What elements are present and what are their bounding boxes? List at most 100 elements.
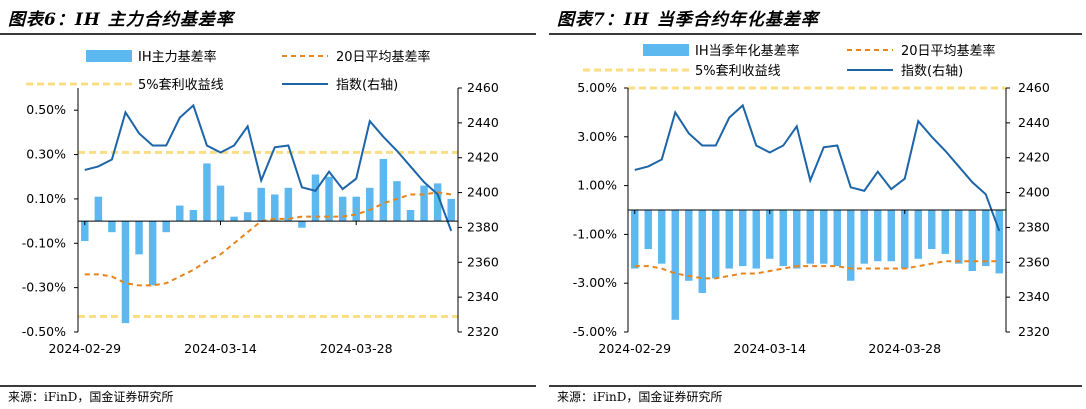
bar bbox=[189, 210, 198, 222]
bar bbox=[135, 221, 143, 255]
chart-panel-right: 图表7：IH 当季合约年化基差率 IH当季年化基差率 20日平均基差率 5%套利收益… bbox=[549, 0, 1086, 409]
bar bbox=[779, 210, 787, 267]
bar bbox=[631, 210, 639, 269]
legend-label-bar: IH主力基差率 bbox=[138, 49, 217, 65]
bar bbox=[671, 210, 679, 320]
bar bbox=[766, 210, 774, 259]
y-tick-label-right: 2400 bbox=[1018, 185, 1050, 200]
bar bbox=[820, 210, 828, 264]
bar bbox=[298, 221, 306, 228]
legend-label-index: 指数(右轴) bbox=[901, 64, 963, 79]
bar bbox=[752, 210, 760, 269]
legend-bar-swatch bbox=[86, 50, 132, 62]
bar bbox=[860, 210, 868, 264]
footer-rule bbox=[0, 385, 536, 387]
y-tick-label-right: 2380 bbox=[467, 219, 499, 234]
x-tick-label: 2024-03-28 bbox=[868, 341, 941, 356]
footer-rule bbox=[549, 385, 1082, 387]
chart-panel-left: 图表6：IH 主力合约基差率 IH主力基差率 20日平均基差率 5%套利收益线 指数(… bbox=[0, 0, 540, 409]
bar bbox=[284, 187, 293, 222]
bar bbox=[941, 210, 949, 254]
y-tick-label-right: 2460 bbox=[467, 80, 499, 95]
y-tick-label-left: 5.00% bbox=[577, 80, 617, 95]
y-tick-label-right: 2400 bbox=[467, 185, 499, 200]
y-tick-label-left: 0.10% bbox=[26, 191, 66, 206]
bar bbox=[338, 196, 347, 222]
legend-label-threshold: 5%套利收益线 bbox=[695, 63, 781, 79]
y-tick-label-left: -0.10% bbox=[22, 235, 66, 250]
bar bbox=[148, 221, 157, 286]
chart-title: 图表6：IH 主力合约基差率 bbox=[8, 10, 234, 30]
bar bbox=[955, 210, 963, 264]
legend-bar-swatch bbox=[643, 44, 689, 56]
y-tick-label-right: 2320 bbox=[467, 324, 499, 339]
bar bbox=[325, 176, 333, 222]
bar bbox=[271, 194, 279, 222]
bar bbox=[243, 212, 252, 222]
bar bbox=[311, 174, 320, 222]
bar bbox=[793, 210, 801, 269]
legend-label-index: 指数(右轴) bbox=[336, 78, 398, 93]
index-line bbox=[84, 103, 453, 232]
bar bbox=[806, 210, 814, 264]
bar bbox=[658, 210, 666, 264]
bar bbox=[352, 196, 360, 222]
bar bbox=[162, 221, 170, 233]
x-tick-label: 2024-03-14 bbox=[733, 341, 806, 356]
bar bbox=[447, 198, 455, 222]
y-tick-label-right: 2460 bbox=[1018, 80, 1050, 95]
bar bbox=[914, 210, 922, 259]
x-tick-label: 2024-03-14 bbox=[184, 341, 257, 356]
bar bbox=[379, 158, 388, 222]
bar bbox=[81, 221, 89, 242]
y-tick-label-left: -0.30% bbox=[22, 280, 66, 295]
y-tick-label-left: 1.00% bbox=[577, 178, 617, 193]
ma20-line bbox=[634, 260, 1000, 280]
bar bbox=[712, 210, 720, 279]
bar bbox=[257, 187, 265, 222]
bar bbox=[874, 210, 882, 262]
y-tick-label-left: -3.00% bbox=[573, 275, 617, 290]
bar bbox=[887, 210, 895, 262]
y-tick-label-right: 2360 bbox=[467, 254, 499, 269]
bar bbox=[968, 210, 976, 271]
y-tick-label-right: 2440 bbox=[467, 115, 499, 130]
bar bbox=[433, 183, 442, 222]
legend-label-bar: IH当季年化基差率 bbox=[695, 43, 800, 59]
index-line bbox=[634, 103, 1001, 232]
y-tick-label-left: -5.00% bbox=[573, 324, 617, 339]
bar bbox=[121, 221, 130, 324]
y-tick-label-left: 3.00% bbox=[577, 129, 617, 144]
bar bbox=[901, 210, 909, 269]
bar bbox=[230, 216, 238, 222]
y-tick-label-left: -0.50% bbox=[22, 324, 66, 339]
bar bbox=[739, 210, 747, 267]
bar bbox=[366, 187, 374, 222]
y-tick-label-left: 0.50% bbox=[26, 102, 66, 117]
chart-title: 图表7：IH 当季合约年化基差率 bbox=[557, 10, 819, 30]
x-tick-label: 2024-02-29 bbox=[48, 341, 121, 356]
bar bbox=[698, 210, 706, 293]
y-tick-label-right: 2420 bbox=[467, 150, 499, 165]
y-tick-label-right: 2340 bbox=[1018, 289, 1050, 304]
chart-plot-area: IH主力基差率 20日平均基差率 5%套利收益线 指数(右轴) 0.50% 0.30% 0.… bbox=[22, 49, 499, 356]
title-rule bbox=[549, 33, 1082, 35]
y-tick-label-right: 2440 bbox=[1018, 115, 1050, 130]
y-tick-label-right: 2420 bbox=[1018, 150, 1050, 165]
legend-label-ma: 20日平均基差率 bbox=[901, 43, 996, 59]
chart-plot-area: IH当季年化基差率 20日平均基差率 5%套利收益线 指数(右轴) 5.00% 3.00%… bbox=[573, 43, 1050, 356]
source-note: 来源：iFinD，国金证券研究所 bbox=[557, 390, 723, 404]
legend-label-ma: 20日平均基差率 bbox=[336, 49, 431, 65]
bar bbox=[203, 163, 211, 222]
y-tick-label-right: 2320 bbox=[1018, 324, 1050, 339]
bar bbox=[928, 210, 936, 250]
title-rule bbox=[0, 33, 536, 35]
bar bbox=[995, 210, 1003, 274]
bar bbox=[216, 185, 225, 222]
bar bbox=[685, 210, 693, 281]
y-tick-label-left: 0.30% bbox=[26, 147, 66, 162]
bar bbox=[94, 196, 103, 222]
bar bbox=[847, 210, 855, 281]
bar bbox=[393, 181, 401, 222]
bar bbox=[420, 185, 428, 222]
